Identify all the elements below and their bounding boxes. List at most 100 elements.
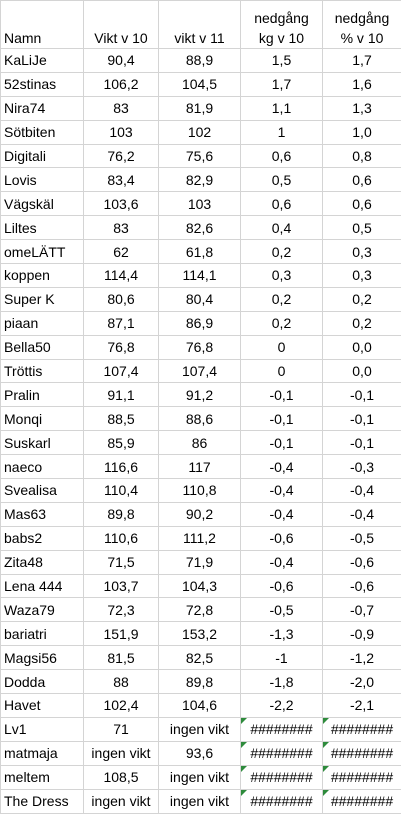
value-cell[interactable]: 0,6 [322,191,401,217]
value-cell[interactable]: -1,2 [322,645,401,671]
value-cell[interactable]: ######## [322,740,401,766]
value-cell[interactable]: 102 [158,119,241,145]
value-cell[interactable]: ######## [240,716,323,742]
value-cell[interactable]: -0,1 [322,430,401,456]
value-cell[interactable]: 0,4 [240,215,323,241]
value-cell[interactable]: 103,7 [83,573,159,599]
value-cell[interactable]: 88,5 [83,406,159,432]
value-cell[interactable]: -0,7 [322,597,401,623]
value-cell[interactable]: 86,9 [158,310,241,336]
name-cell[interactable]: Monqi [0,406,84,432]
value-cell[interactable]: 110,6 [83,525,159,551]
header-cell[interactable]: nedgång kg v 10 [240,0,323,49]
value-cell[interactable]: ######## [240,764,323,790]
value-cell[interactable]: 0,6 [240,143,323,169]
value-cell[interactable]: 114,1 [158,263,241,288]
value-cell[interactable]: 82,5 [158,645,241,671]
value-cell[interactable]: 103,6 [83,191,159,217]
value-cell[interactable]: ######## [240,788,323,814]
value-cell[interactable]: 62 [83,239,159,265]
value-cell[interactable]: 83 [83,215,159,241]
value-cell[interactable]: 1,6 [322,71,401,97]
name-cell[interactable]: Zita48 [0,549,84,575]
value-cell[interactable]: 90,4 [83,48,159,73]
name-cell[interactable]: Liltes [0,215,84,241]
name-cell[interactable]: Sötbiten [0,119,84,145]
name-cell[interactable]: Vägskäl [0,191,84,217]
value-cell[interactable]: 0 [240,358,323,384]
name-cell[interactable]: babs2 [0,525,84,551]
value-cell[interactable]: 83 [83,95,159,121]
value-cell[interactable]: 104,5 [158,71,241,97]
value-cell[interactable]: 71 [83,716,159,742]
value-cell[interactable]: 85,9 [83,430,159,456]
value-cell[interactable]: 72,3 [83,597,159,623]
value-cell[interactable]: 1,3 [322,95,401,121]
name-cell[interactable]: Pralin [0,382,84,408]
value-cell[interactable]: 1,0 [322,119,401,145]
value-cell[interactable]: 111,2 [158,525,241,551]
value-cell[interactable]: -0,6 [322,549,401,575]
value-cell[interactable]: 88 [83,669,159,695]
value-cell[interactable]: 88,6 [158,406,241,432]
value-cell[interactable]: -0,6 [240,525,323,551]
value-cell[interactable]: 0,0 [322,334,401,360]
value-cell[interactable]: -0,4 [240,501,323,527]
name-cell[interactable]: Lena 444 [0,573,84,599]
value-cell[interactable]: 82,9 [158,167,241,193]
name-cell[interactable]: Havet [0,693,84,718]
value-cell[interactable]: -0,4 [322,501,401,527]
value-cell[interactable]: 117 [158,454,241,480]
header-cell[interactable]: vikt v 11 [158,0,241,49]
value-cell[interactable]: 107,4 [158,358,241,384]
value-cell[interactable]: 1 [240,119,323,145]
value-cell[interactable]: 0,2 [240,286,323,312]
value-cell[interactable]: 114,4 [83,263,159,288]
name-cell[interactable]: 52stinas [0,71,84,97]
name-cell[interactable]: koppen [0,263,84,288]
value-cell[interactable]: ingen vikt [158,716,241,742]
value-cell[interactable]: -0,5 [322,525,401,551]
name-cell[interactable]: piaan [0,310,84,336]
name-cell[interactable]: bariatri [0,621,84,647]
value-cell[interactable]: -0,4 [240,478,323,503]
value-cell[interactable]: 0,3 [322,239,401,265]
value-cell[interactable]: -0,1 [322,406,401,432]
header-cell[interactable]: Vikt v 10 [83,0,159,49]
value-cell[interactable]: 76,8 [83,334,159,360]
value-cell[interactable]: -1,8 [240,669,323,695]
value-cell[interactable]: 72,8 [158,597,241,623]
value-cell[interactable]: 89,8 [83,501,159,527]
value-cell[interactable]: 102,4 [83,693,159,718]
value-cell[interactable]: ingen vikt [158,788,241,814]
value-cell[interactable]: 83,4 [83,167,159,193]
value-cell[interactable]: ######## [322,788,401,814]
name-cell[interactable]: meltem [0,764,84,790]
value-cell[interactable]: -0,1 [322,382,401,408]
value-cell[interactable]: ingen vikt [83,788,159,814]
header-cell[interactable]: nedgång % v 10 [322,0,401,49]
value-cell[interactable]: 107,4 [83,358,159,384]
name-cell[interactable]: Digitali [0,143,84,169]
value-cell[interactable]: 93,6 [158,740,241,766]
value-cell[interactable]: 0,2 [322,310,401,336]
value-cell[interactable]: 0,2 [240,310,323,336]
value-cell[interactable]: 1,7 [322,48,401,73]
value-cell[interactable]: 0,5 [322,215,401,241]
name-cell[interactable]: Lv1 [0,716,84,742]
value-cell[interactable]: 90,2 [158,501,241,527]
value-cell[interactable]: -2,0 [322,669,401,695]
value-cell[interactable]: 110,8 [158,478,241,503]
value-cell[interactable]: 1,7 [240,71,323,97]
value-cell[interactable]: 0,5 [240,167,323,193]
value-cell[interactable]: -0,4 [322,478,401,503]
value-cell[interactable]: 1,1 [240,95,323,121]
name-cell[interactable]: matmaja [0,740,84,766]
value-cell[interactable]: 80,6 [83,286,159,312]
value-cell[interactable]: -0,5 [240,597,323,623]
value-cell[interactable]: 86 [158,430,241,456]
name-cell[interactable]: Suskarl [0,430,84,456]
name-cell[interactable]: naeco [0,454,84,480]
value-cell[interactable]: -0,4 [240,454,323,480]
value-cell[interactable]: 0,8 [322,143,401,169]
